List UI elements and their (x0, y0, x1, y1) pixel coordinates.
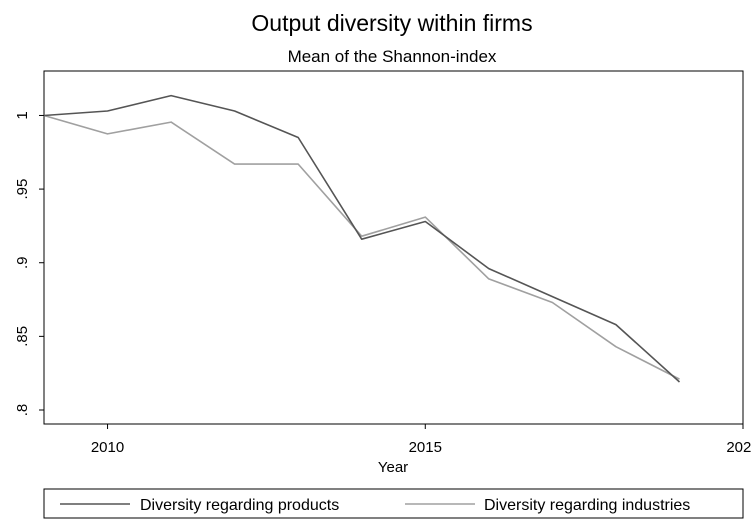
legend-label: Diversity regarding industries (484, 497, 690, 514)
x-tick-label: 2020 (726, 439, 752, 456)
series-line (43, 114, 680, 380)
y-tick-label: .85 (14, 326, 31, 347)
y-tick-label: .9 (14, 256, 31, 269)
y-tick-label: .8 (14, 404, 31, 417)
y-tick-label: 1 (14, 111, 31, 119)
x-axis: 2010 2015 2020 (91, 424, 752, 456)
y-axis: .8 .85 .9 .95 1 (14, 111, 44, 416)
x-tick-label: 2015 (409, 439, 442, 456)
x-axis-label: Year (378, 459, 408, 476)
legend (43, 488, 744, 519)
legend-items: Diversity regarding products Diversity re… (60, 497, 690, 514)
y-tick-label: .95 (14, 179, 31, 200)
chart-subtitle: Mean of the Shannon-index (288, 47, 497, 66)
chart-title: Output diversity within firms (251, 10, 532, 36)
legend-label: Diversity regarding products (140, 497, 339, 514)
series-lines (43, 94, 681, 383)
plot-area (43, 70, 744, 425)
series-line (43, 94, 681, 383)
x-tick-label: 2010 (91, 439, 124, 456)
